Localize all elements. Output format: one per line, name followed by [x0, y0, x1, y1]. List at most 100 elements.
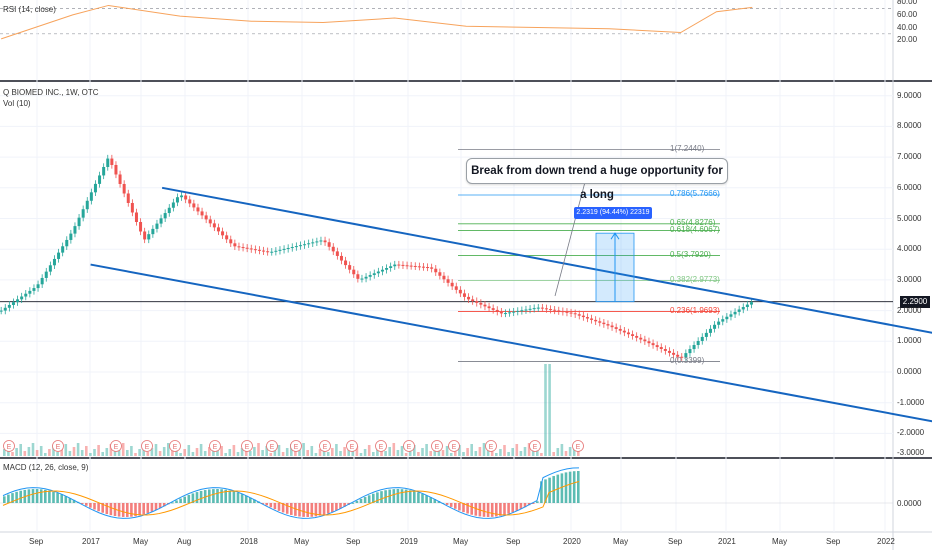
price-range-measure[interactable] [595, 232, 635, 303]
candle-body [643, 339, 647, 342]
macd-tick-label: 0.0000 [897, 499, 922, 508]
macd-histogram-bar [568, 471, 572, 503]
candle-body [171, 202, 175, 208]
rsi-line [1, 4, 753, 40]
macd-histogram-bar [523, 503, 527, 508]
price-tick-label: 1.0000 [897, 336, 922, 346]
candle-body [573, 313, 577, 315]
candle-body [3, 307, 7, 311]
volume-bar [199, 444, 203, 456]
macd-histogram-bar [44, 489, 47, 503]
macd-pane[interactable] [0, 467, 893, 519]
macd-histogram-bar [199, 490, 203, 503]
candle-body [450, 282, 454, 287]
volume-bar [429, 451, 432, 456]
volume-bar [531, 450, 535, 456]
macd-histogram-bar [335, 503, 338, 511]
rsi-pane[interactable] [1, 4, 753, 40]
volume-bar [56, 452, 59, 456]
macd-histogram-bar [511, 503, 514, 513]
rsi-title: RSI (14, close) [3, 5, 56, 14]
volume-bar [298, 447, 301, 456]
candle-body [85, 200, 89, 210]
candle-body [204, 215, 208, 220]
volume-bar [355, 446, 359, 456]
macd-histogram-bar [331, 503, 334, 512]
candle-body [233, 243, 237, 247]
macd-histogram-bar [392, 489, 396, 503]
volume-bar [335, 444, 338, 456]
volume-bar [339, 451, 342, 456]
earnings-marker-glyph: E [270, 444, 275, 451]
macd-histogram-bar [302, 503, 305, 517]
candle-body [20, 296, 24, 300]
volume-bar [281, 452, 285, 456]
macd-histogram-bar [326, 503, 330, 514]
fibonacci-retracement[interactable] [0, 149, 893, 362]
volume-bar [449, 453, 453, 456]
price-tick-label: 3.0000 [897, 274, 922, 284]
candle-body [401, 264, 405, 266]
price-tick-label: 2.0000 [897, 305, 922, 315]
macd-histogram-bar [499, 503, 502, 516]
candle-body [536, 307, 540, 309]
macd-histogram-bar [396, 489, 400, 503]
macd-histogram-bar [339, 503, 342, 509]
candle-body [442, 275, 446, 280]
earnings-marker-glyph: E [452, 444, 457, 451]
candle-body [446, 279, 450, 283]
volume-bar [162, 447, 166, 456]
candle-body [253, 249, 257, 251]
candle-body [610, 325, 614, 328]
volume-bar [121, 443, 125, 456]
earnings-marker [431, 440, 443, 452]
macd-histogram-bar [269, 503, 273, 508]
candle-body [331, 246, 335, 252]
candlestick-series[interactable] [0, 154, 753, 361]
macd-histogram-bar [109, 503, 113, 516]
macd-histogram-bar [552, 476, 555, 503]
candle-body [499, 311, 503, 314]
candle-body [622, 330, 626, 333]
annotation-callout[interactable]: Break from down trend a huge opportunity… [466, 158, 728, 201]
volume-bar [372, 452, 375, 456]
candle-body [376, 271, 380, 274]
price-tick-label: 8.0000 [897, 121, 922, 131]
candle-body [110, 158, 114, 165]
macd-histogram-bar [117, 503, 121, 517]
macd-histogram-bar [142, 503, 145, 515]
macd-histogram-bar [7, 494, 10, 503]
earnings-marker-glyph: E [576, 444, 581, 451]
volume-title: Vol (10) [3, 99, 31, 108]
volume-bar [257, 443, 260, 456]
time-tick-label: Sep [29, 537, 44, 546]
macd-histogram-bar [68, 497, 72, 503]
volume-bar [216, 450, 219, 456]
earnings-marker [141, 440, 153, 452]
candle-body [143, 231, 147, 240]
trend-channel[interactable] [90, 181, 932, 461]
volume-bar [499, 449, 502, 456]
candle-body [487, 306, 491, 309]
candle-body [348, 265, 352, 270]
candle-body [180, 195, 184, 198]
volume-bar [23, 451, 27, 456]
candle-body [713, 324, 717, 329]
candle-body [69, 233, 73, 240]
candle-body [89, 192, 93, 201]
macd-histogram-bar [146, 503, 150, 514]
volume-bar [388, 447, 391, 456]
earnings-marker [403, 440, 415, 452]
macd-histogram-bar [413, 491, 416, 503]
candle-body [339, 255, 343, 261]
earnings-marker [448, 440, 460, 452]
volume-bar [27, 447, 31, 456]
candle-body [520, 310, 524, 312]
candle-body [270, 251, 274, 253]
volume-bar [413, 445, 416, 456]
volume-bar [134, 453, 137, 456]
measure-label[interactable]: 2.2319 (94.44%) 22319 [574, 207, 652, 219]
volume-bar [425, 444, 428, 456]
